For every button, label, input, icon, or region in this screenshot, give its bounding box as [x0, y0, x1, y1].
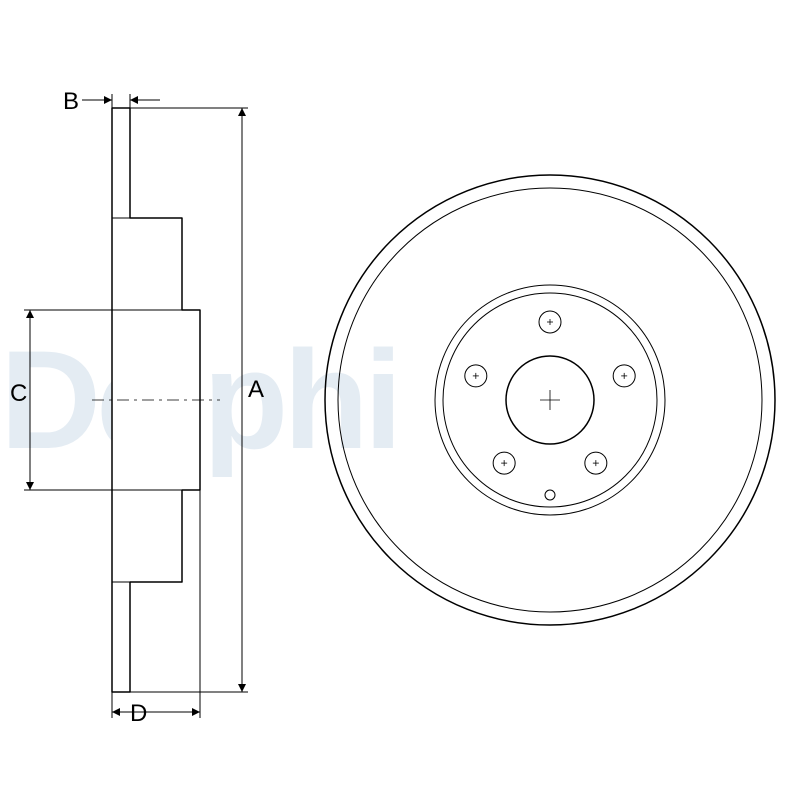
- dim-label-a: A: [248, 376, 264, 404]
- dim-label-b: B: [63, 88, 79, 116]
- dim-label-d: D: [130, 700, 147, 728]
- dim-label-c: C: [10, 380, 27, 408]
- technical-drawing: [0, 0, 800, 800]
